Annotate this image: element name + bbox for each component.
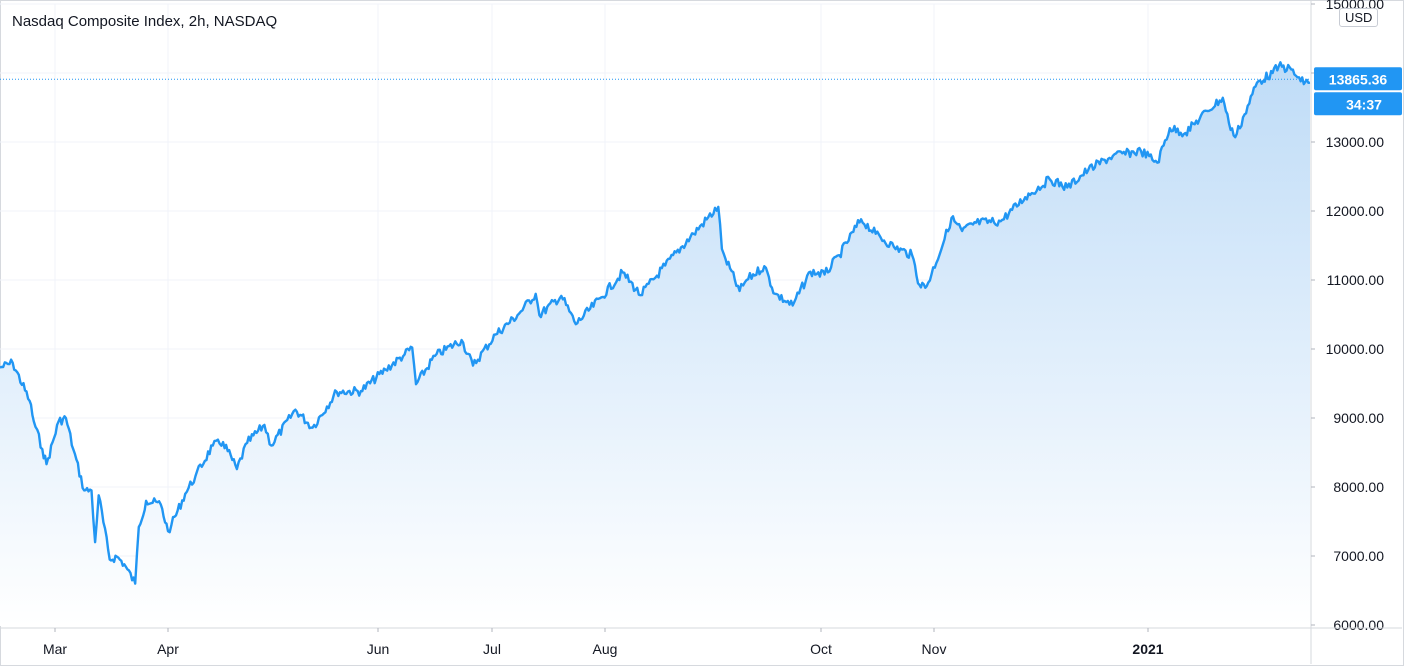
area-fill <box>0 62 1310 627</box>
countdown-badge-bg <box>1314 92 1402 116</box>
price-line <box>0 61 1311 585</box>
y-tick-label: 13000.00 <box>1326 134 1385 150</box>
x-tick-label: Jul <box>483 641 501 657</box>
x-tick-label: Oct <box>810 641 832 657</box>
last-price-badge: 13865.36 <box>1314 67 1402 91</box>
x-tick-label: Mar <box>43 641 67 657</box>
y-tick-label: 11000.00 <box>1327 272 1385 288</box>
x-axis[interactable]: Mar Apr Jun Jul Aug Oct Nov 2021 <box>0 627 1402 657</box>
currency-badge[interactable]: USD <box>1339 8 1379 27</box>
x-tick-label: Apr <box>157 641 179 657</box>
x-tick-label: 2021 <box>1132 641 1163 657</box>
y-tick-label: 7000.00 <box>1333 548 1384 564</box>
x-tick-label: Aug <box>593 641 618 657</box>
y-tick-label: 12000.00 <box>1326 203 1385 219</box>
y-tick-label: 8000.00 <box>1333 479 1384 495</box>
series-line <box>0 61 1311 585</box>
x-tick-label: Nov <box>922 641 947 657</box>
y-tick-label: 9000.00 <box>1333 410 1384 426</box>
price-area <box>0 62 1310 627</box>
price-badge-bg <box>1314 67 1402 91</box>
countdown-badge-text: 34:37 <box>1346 96 1382 112</box>
y-tick-label: 6000.00 <box>1333 617 1384 633</box>
price-badge-text: 13865.36 <box>1329 71 1388 87</box>
y-tick-label: 10000.00 <box>1326 341 1385 357</box>
x-tick-label: Jun <box>367 641 390 657</box>
chart-title: Nasdaq Composite Index, 2h, NASDAQ <box>12 13 278 30</box>
countdown-badge: 34:37 <box>1314 92 1402 116</box>
